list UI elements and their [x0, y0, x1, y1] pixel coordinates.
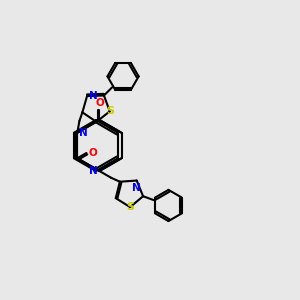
Text: S: S: [106, 106, 114, 116]
Text: S: S: [126, 202, 134, 212]
Text: O: O: [88, 148, 97, 158]
Text: O: O: [95, 98, 104, 108]
Text: N: N: [89, 166, 98, 176]
Text: N: N: [132, 183, 141, 193]
Text: N: N: [88, 91, 97, 101]
Text: N: N: [79, 128, 88, 138]
